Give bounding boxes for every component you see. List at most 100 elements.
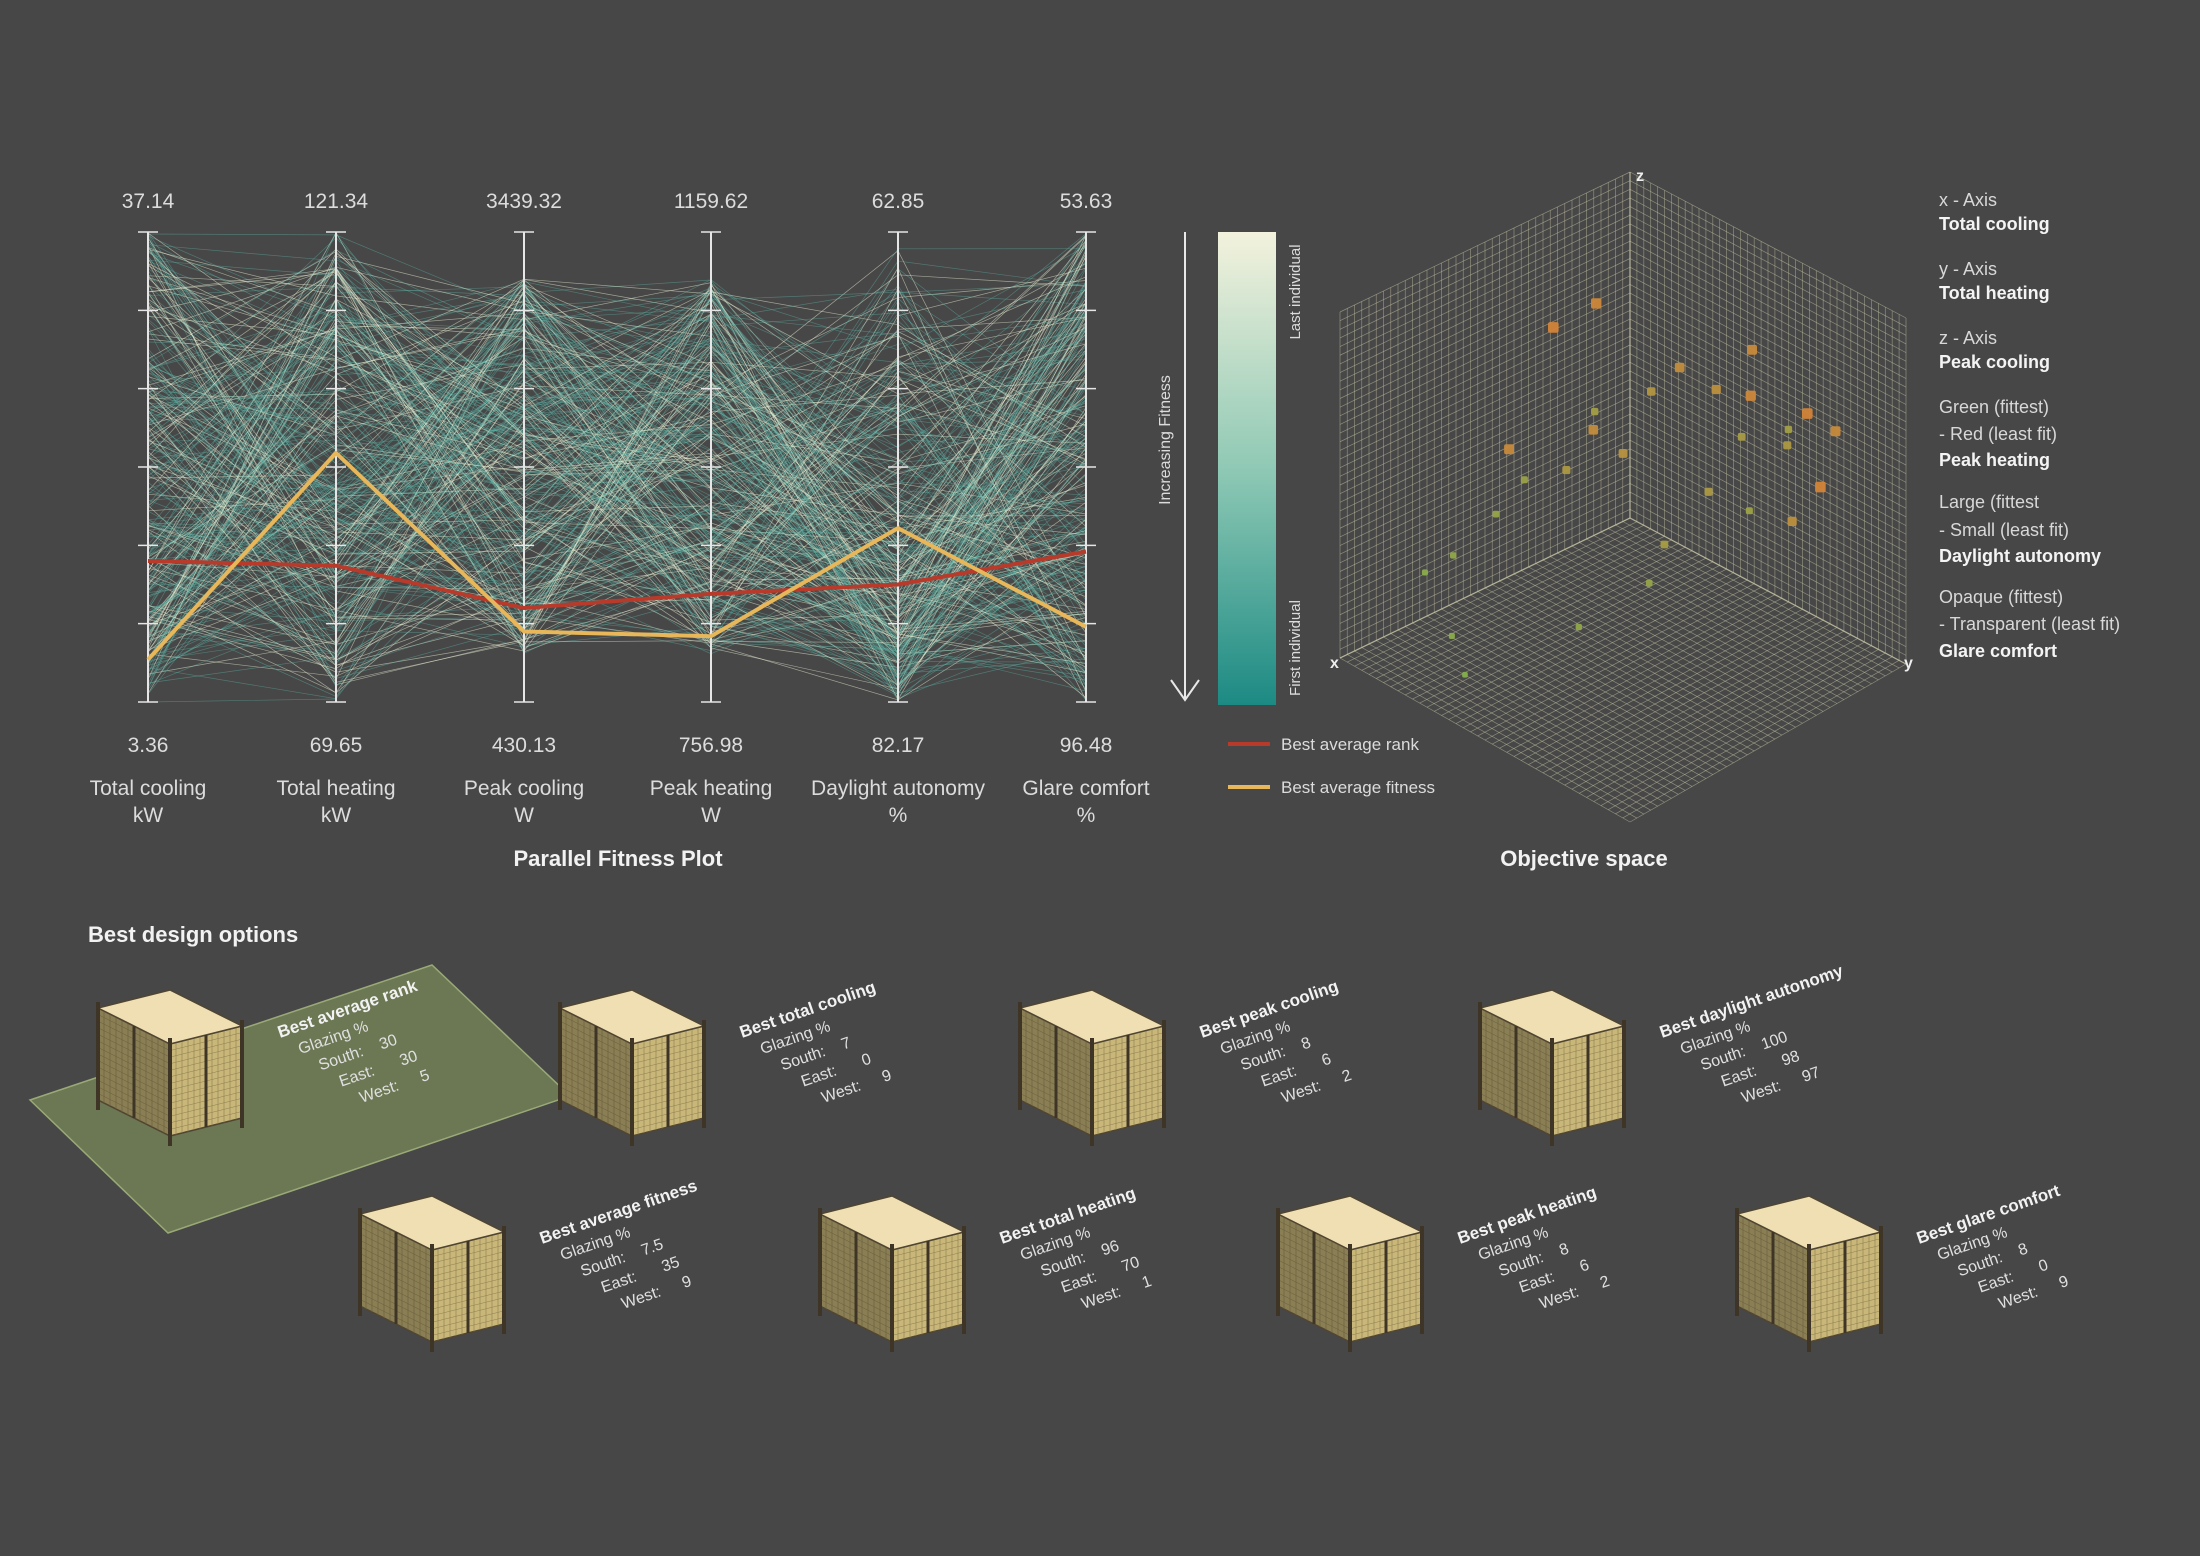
objective-point bbox=[1745, 507, 1753, 515]
population-line bbox=[147, 471, 1087, 666]
grid-line bbox=[1405, 626, 1693, 787]
population-line bbox=[147, 265, 1087, 640]
east-value: 35 bbox=[659, 1254, 681, 1276]
fitness-colorbar: Increasing Fitness Last individual First… bbox=[1157, 232, 1304, 705]
population-line bbox=[147, 433, 1087, 558]
population-line bbox=[147, 236, 1087, 599]
grid-line bbox=[1339, 327, 1631, 469]
grid-line bbox=[1339, 266, 1631, 408]
population-line bbox=[147, 232, 1087, 564]
population-line bbox=[147, 233, 1087, 556]
population-line bbox=[147, 391, 1087, 618]
population-line bbox=[147, 314, 1087, 546]
grid-line bbox=[1339, 336, 1631, 477]
y-axis-label: y bbox=[1904, 655, 1913, 672]
population-line bbox=[147, 313, 1087, 679]
grid-line bbox=[1339, 292, 1631, 434]
grid-line bbox=[1339, 301, 1631, 443]
population-line bbox=[147, 283, 1087, 621]
objective-point bbox=[1711, 384, 1721, 395]
population-line bbox=[147, 362, 1087, 530]
population-line bbox=[147, 280, 1087, 579]
population-line bbox=[147, 297, 1087, 640]
grid-line bbox=[1564, 630, 1845, 786]
population-line bbox=[147, 336, 1087, 624]
grid-line bbox=[1368, 643, 1658, 807]
grid-line bbox=[1535, 616, 1817, 770]
legend-item-label: Opaque (fittest) bbox=[1939, 587, 2063, 607]
population-line bbox=[147, 267, 1087, 552]
grid-line bbox=[1629, 336, 1907, 483]
grid-line bbox=[1470, 594, 1755, 752]
population-line bbox=[147, 316, 1087, 578]
east-value: 98 bbox=[1779, 1048, 1801, 1070]
grid-line bbox=[1629, 310, 1907, 457]
grid-line bbox=[1339, 310, 1631, 451]
x-axis-label: x bbox=[1330, 655, 1339, 672]
population-line bbox=[147, 396, 1087, 700]
population-line bbox=[147, 321, 1087, 668]
population-line bbox=[147, 346, 1087, 612]
population-line bbox=[147, 312, 1087, 644]
best-options-title: Best design options bbox=[88, 922, 298, 947]
population-line bbox=[147, 248, 1087, 700]
east-value: 70 bbox=[1119, 1254, 1141, 1276]
grid-line bbox=[1448, 605, 1734, 764]
population-line bbox=[147, 249, 1087, 688]
objective-point bbox=[1745, 390, 1756, 401]
population-line bbox=[147, 289, 1087, 680]
objective-point bbox=[1575, 623, 1582, 631]
population-line bbox=[147, 278, 1087, 395]
population-line bbox=[147, 291, 1087, 520]
population-line bbox=[147, 312, 1087, 665]
building-module bbox=[817, 1195, 967, 1352]
population-line bbox=[147, 302, 1087, 623]
legend-item-label: z - Axis bbox=[1939, 328, 1997, 348]
grid-line bbox=[1463, 598, 1748, 756]
grid-line bbox=[1339, 232, 1631, 373]
grid-line bbox=[1629, 223, 1907, 371]
grid-line bbox=[1629, 206, 1907, 353]
legend-item-label: y - Axis bbox=[1939, 259, 1997, 279]
objective-point bbox=[1618, 449, 1628, 458]
population-line bbox=[147, 298, 1087, 605]
population-line bbox=[147, 384, 1087, 671]
best-average-fitness-line bbox=[146, 450, 1087, 662]
population-line bbox=[147, 311, 1087, 639]
population-line bbox=[147, 246, 1087, 482]
population-line bbox=[147, 268, 1087, 668]
population-line bbox=[147, 378, 1087, 685]
grid-line bbox=[1629, 266, 1907, 414]
population-line bbox=[147, 346, 1087, 656]
building-module bbox=[1275, 1195, 1425, 1352]
colorbar-top-label: Last individual bbox=[1287, 244, 1304, 339]
population-line bbox=[147, 259, 1087, 675]
grid-line bbox=[1339, 284, 1631, 425]
population-line bbox=[147, 350, 1087, 678]
parallel-axis bbox=[1076, 231, 1096, 703]
population-line bbox=[147, 356, 1087, 666]
population-line bbox=[147, 325, 1087, 688]
population-line bbox=[147, 300, 1087, 628]
population-line bbox=[147, 303, 1087, 463]
building-module bbox=[1477, 989, 1627, 1146]
population-line bbox=[147, 266, 1087, 678]
axis-unit: kW bbox=[321, 804, 352, 827]
south-value: 100 bbox=[1759, 1029, 1790, 1054]
south-value: 7.5 bbox=[639, 1236, 666, 1259]
grid-line bbox=[1339, 249, 1631, 391]
grid-line bbox=[1528, 612, 1810, 765]
objective-space-points bbox=[1421, 298, 1841, 678]
objective-point bbox=[1787, 516, 1797, 526]
population-line bbox=[147, 272, 1087, 662]
axis-top-value: 62.85 bbox=[872, 190, 925, 213]
population-line bbox=[147, 233, 1087, 580]
population-line bbox=[147, 234, 1087, 637]
west-value: 9 bbox=[880, 1067, 894, 1086]
population-line bbox=[147, 326, 1087, 670]
axis-top-value: 1159.62 bbox=[674, 190, 748, 213]
west-value: 97 bbox=[1800, 1064, 1822, 1086]
building-module bbox=[95, 989, 245, 1146]
